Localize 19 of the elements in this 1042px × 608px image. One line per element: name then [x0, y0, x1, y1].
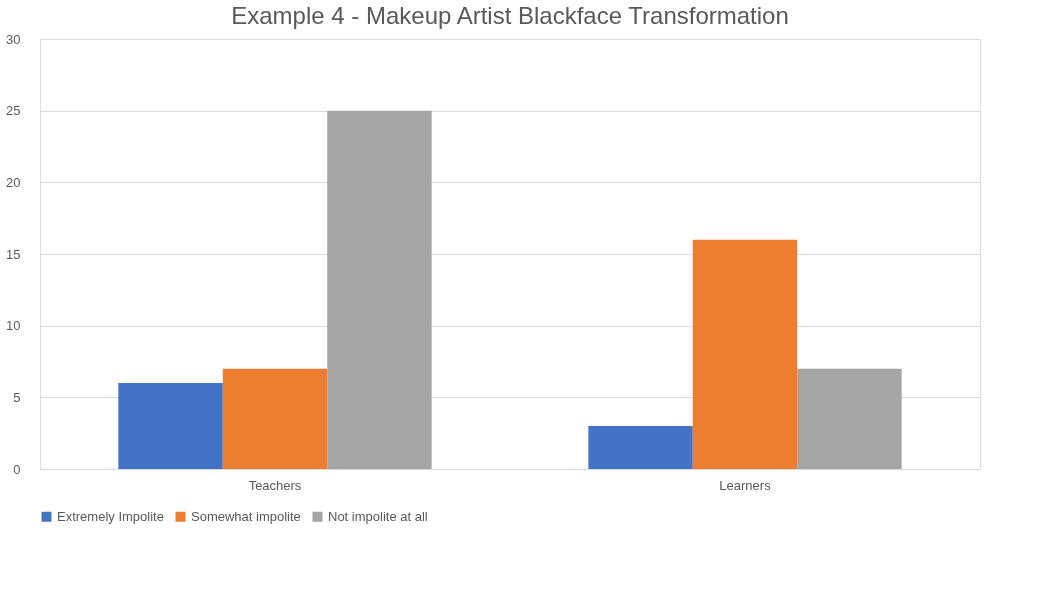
- bar: [588, 426, 693, 469]
- y-tick-label: 25: [6, 103, 21, 119]
- y-tick-label: 15: [6, 246, 21, 262]
- legend-label: Extremely Impolite: [57, 508, 164, 524]
- legend-label: Not impolite at all: [328, 508, 428, 524]
- bar: [327, 110, 432, 469]
- bar: [118, 383, 223, 469]
- chart-title: Example 4 - Makeup Artist Blackface Transformation: [231, 2, 789, 29]
- y-tick-label: 5: [13, 389, 21, 405]
- y-tick-label: 20: [6, 174, 21, 190]
- bar: [797, 368, 902, 469]
- x-tick-label: Teachers: [248, 477, 302, 493]
- y-tick-label: 30: [6, 31, 21, 47]
- y-tick-label: 0: [13, 461, 21, 477]
- y-tick-label: 10: [6, 318, 21, 334]
- x-tick-label: Learners: [719, 477, 772, 493]
- bar: [692, 239, 798, 469]
- legend-label: Somewhat impolite: [191, 508, 301, 524]
- bar: [222, 368, 328, 469]
